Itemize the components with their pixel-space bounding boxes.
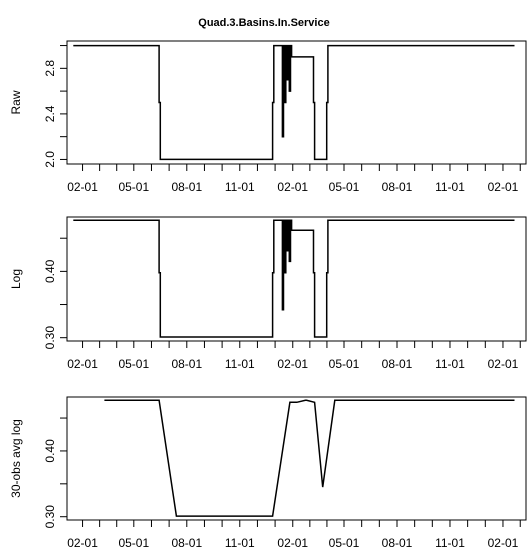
y-tick-label: 2.8	[43, 60, 57, 77]
x-tick-label: 08-01	[382, 357, 413, 371]
x-tick-label: 08-01	[171, 536, 202, 547]
y-tick-label: 0.30	[43, 505, 57, 529]
x-tick-label: 02-01	[488, 180, 519, 194]
y-tick-label: 0.40	[43, 259, 57, 283]
x-tick-label: 11-01	[225, 536, 255, 547]
x-tick-label: 02-01	[277, 180, 308, 194]
x-tick-label: 08-01	[171, 357, 202, 371]
x-tick-label: 05-01	[329, 357, 360, 371]
series-line	[104, 399, 515, 517]
y-axis-label: 30-obs avg log	[9, 419, 23, 498]
x-tick-label: 11-01	[435, 357, 465, 371]
x-tick-label: 02-01	[488, 536, 519, 547]
plot-frame	[66, 396, 527, 521]
x-tick-label: 11-01	[225, 357, 255, 371]
x-tick-label: 11-01	[435, 180, 465, 194]
chart-title: Quad.3.Basins.In.Service	[198, 17, 329, 29]
x-tick-label: 02-01	[67, 357, 98, 371]
y-tick-label: 2.0	[43, 151, 57, 168]
x-tick-label: 05-01	[329, 180, 360, 194]
x-tick-label: 05-01	[329, 536, 360, 547]
log-panel: 02-01 05-01 08-01 11-01 02-01 05-01 08-01 11-01…	[9, 216, 527, 371]
x-tick-label: 08-01	[382, 180, 413, 194]
x-tick-label: 11-01	[225, 180, 255, 194]
x-tick-label: 02-01	[277, 536, 308, 547]
x-tick-label: 05-01	[118, 180, 149, 194]
x-tick-label: 05-01	[118, 536, 149, 547]
x-tick-label: 02-01	[277, 357, 308, 371]
x-tick-label: 02-01	[67, 536, 98, 547]
x-tick-label: 11-01	[435, 536, 465, 547]
x-tick-label: 05-01	[118, 357, 149, 371]
raw-panel: 02-01 05-01 08-01 11-01 02-01 05-01 08-01 11-01…	[9, 40, 527, 194]
y-tick-label: 2.4	[43, 105, 57, 122]
y-axis-label: Log	[9, 269, 23, 289]
y-axis-label: Raw	[9, 90, 23, 114]
plot-frame	[66, 40, 527, 165]
x-tick-label: 02-01	[67, 180, 98, 194]
avg-log-panel: 02-01 05-01 08-01 11-01 02-01 05-01 08-01 11-01…	[9, 396, 527, 547]
series-line	[73, 219, 515, 338]
y-tick-label: 0.40	[43, 439, 57, 463]
y-tick-label: 0.30	[43, 326, 57, 350]
x-tick-label: 02-01	[488, 357, 519, 371]
series-line	[73, 44, 515, 161]
x-tick-label: 08-01	[382, 536, 413, 547]
plot-frame	[66, 216, 527, 342]
x-tick-label: 08-01	[171, 180, 202, 194]
